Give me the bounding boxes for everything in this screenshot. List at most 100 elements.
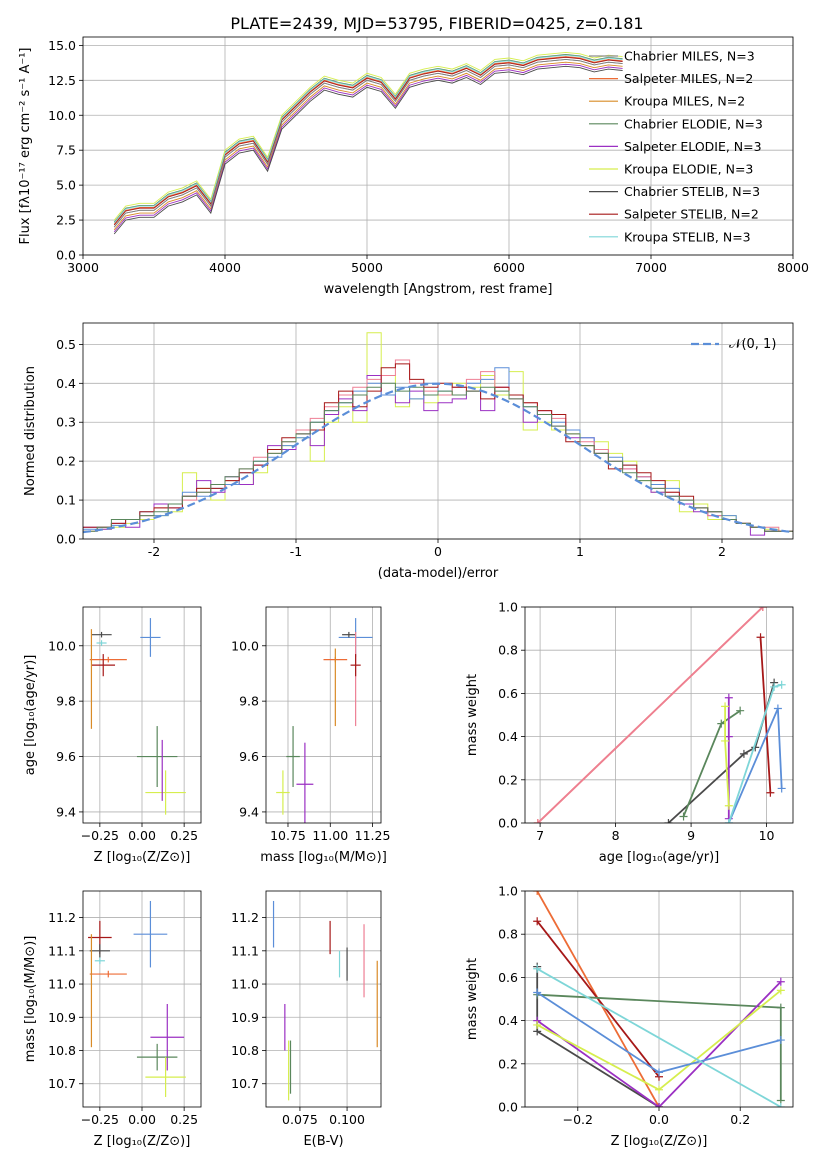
y-tick-label: 0.8 <box>498 927 518 942</box>
x-tick-label: 5000 <box>351 260 383 275</box>
y-tick-label: 9.8 <box>239 694 259 709</box>
x-tick-label: 7000 <box>635 260 667 275</box>
x-tick-label: -1 <box>290 544 302 559</box>
residuals-panel <box>79 323 793 543</box>
y-tick-label: 10.7 <box>48 1076 76 1091</box>
y-tick-label: 10.7 <box>231 1076 259 1091</box>
model-spectrum-line <box>113 61 623 231</box>
mass-weight-marker <box>533 819 542 823</box>
y-tick-label: 0.6 <box>498 686 518 701</box>
y-tick-label: 11.0 <box>231 977 259 992</box>
model-spectrum-line <box>113 54 623 224</box>
mass-weight-marker <box>766 788 775 797</box>
x-tick-label: 0.075 <box>282 1112 318 1127</box>
mass-weight-marker <box>721 736 730 745</box>
y-tick-label: 0.4 <box>498 1013 518 1028</box>
errorbar-point <box>286 726 300 787</box>
y-axis-label: mass [log₁₀(M/M⊙)] <box>23 936 38 1063</box>
y-tick-label: 11.1 <box>231 943 259 958</box>
y-tick-label: 7.5 <box>56 143 76 158</box>
x-tick-label: −0.25 <box>81 828 119 843</box>
mass-weight-marker <box>655 1103 663 1107</box>
x-axis-label: Z [log₁₀(Z/Z⊙)] <box>611 1134 708 1149</box>
mass-weight-marker <box>717 719 726 728</box>
x-tick-label: 7 <box>536 828 544 843</box>
gaussian-curve <box>83 382 793 534</box>
x-tick-label: -2 <box>148 544 160 559</box>
x-tick-label: 2 <box>718 544 726 559</box>
x-tick-label: 10.75 <box>270 828 306 843</box>
residuals-axes-frame <box>82 322 794 540</box>
errorbar-point <box>145 770 186 815</box>
x-tick-label: 8 <box>612 828 620 843</box>
mass-weight-line <box>536 968 782 1107</box>
residual-histogram <box>83 382 793 539</box>
mass-weight-marker <box>776 1003 785 1012</box>
y-tick-label: 0.1 <box>56 493 76 508</box>
age-vs-Z-axes-frame <box>82 606 202 824</box>
mass-weight-vs-age-axes-frame <box>524 606 794 824</box>
legend-label: Chabrier ELODIE, N=3 <box>624 116 763 131</box>
x-axis-label: E(B-V) <box>303 1134 343 1149</box>
mass-weight-marker <box>533 917 542 926</box>
x-tick-label: 0.25 <box>170 828 198 843</box>
mass-weight-vs-age-plot-area <box>533 607 786 823</box>
errorbar-point <box>91 654 116 677</box>
x-tick-label: −0.25 <box>81 1112 119 1127</box>
y-tick-label: 9.4 <box>56 804 76 819</box>
mass-vs-EBV-plot-area <box>272 900 378 1101</box>
x-tick-label: 0 <box>434 544 442 559</box>
errorbar-point <box>350 654 361 677</box>
y-tick-label: 0.6 <box>498 970 518 985</box>
y-tick-label: 1.0 <box>498 600 518 615</box>
mass-weight-marker <box>724 819 733 823</box>
mass-weight-marker <box>724 693 733 702</box>
x-tick-label: 0.100 <box>329 1112 365 1127</box>
mass-weight-vs-Z-axes-frame <box>524 890 794 1108</box>
mass-weight-marker <box>756 633 765 642</box>
x-tick-label: 3000 <box>67 260 99 275</box>
y-tick-label: 2.5 <box>56 213 76 228</box>
legend-label: Chabrier MILES, N=3 <box>624 49 755 64</box>
mass-weight-marker <box>739 749 748 758</box>
x-tick-label: 1 <box>576 544 584 559</box>
errorbar-point <box>145 1057 186 1098</box>
model-spectrum-line <box>113 65 623 235</box>
mass-weight-marker <box>533 964 542 973</box>
legend-label: Kroupa STELIB, N=3 <box>624 229 751 244</box>
y-tick-label: 0.4 <box>56 376 76 391</box>
y-tick-label: 10.0 <box>48 108 76 123</box>
mass-weight-marker <box>736 706 745 715</box>
mass-weight-marker <box>679 812 688 821</box>
errorbar-point <box>296 742 314 823</box>
y-tick-label: 11.2 <box>231 910 259 925</box>
x-tick-label: 10 <box>759 828 775 843</box>
y-tick-label: 11.1 <box>48 943 76 958</box>
mass-weight-marker <box>777 680 786 689</box>
spectrum-legend <box>589 55 618 238</box>
residuals-plot-area <box>83 332 793 539</box>
x-tick-label: 0.2 <box>730 1112 750 1127</box>
y-tick-label: 9.8 <box>56 694 76 709</box>
errorbar-point <box>89 656 127 663</box>
y-tick-label: 9.6 <box>56 749 76 764</box>
mass-weight-line <box>727 708 783 823</box>
y-tick-label: 10.0 <box>48 638 76 653</box>
mass-vs-Z-panel <box>79 891 201 1111</box>
mass-weight-vs-age-panel <box>521 606 793 827</box>
model-spectrum-line <box>113 56 623 226</box>
mass-weight-marker <box>721 702 730 711</box>
y-axis-label: Normed distribution <box>23 366 38 496</box>
mass-weight-marker <box>776 986 785 995</box>
spectrum-axes-frame <box>82 36 794 256</box>
y-axis-label: mass weight <box>465 958 480 1040</box>
x-tick-label: 8000 <box>777 260 809 275</box>
x-tick-label: 0.25 <box>170 1112 198 1127</box>
mass-weight-marker <box>776 1036 785 1045</box>
errorbar-point <box>136 1043 178 1071</box>
y-tick-label: 10.0 <box>231 638 259 653</box>
mass-weight-marker <box>664 819 673 823</box>
age-vs-Z-panel <box>79 607 201 827</box>
model-spectrum-line <box>113 54 623 223</box>
